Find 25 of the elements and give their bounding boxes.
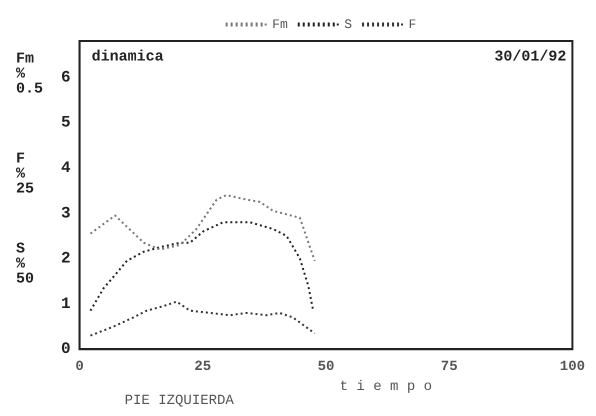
y-axis-title: Fm % 0.5: [16, 50, 44, 98]
line-series: [89, 300, 316, 337]
text: F % 25: [16, 150, 34, 198]
x-tick-label: 25: [194, 359, 212, 376]
x-tick-label: 75: [440, 359, 458, 376]
x-axis-title: t i e m p o: [340, 378, 432, 395]
legend-label: Fm: [272, 16, 288, 32]
y-tick-label: 3: [60, 204, 71, 222]
legend-label: S: [344, 16, 352, 32]
y-tick-label: 2: [60, 250, 71, 268]
text: dinamica: [92, 48, 164, 66]
y-tick-label: 0: [60, 340, 71, 358]
x-tick-label: 0: [75, 359, 84, 376]
y-tick-label: 1: [60, 294, 71, 313]
legend-label: F: [408, 16, 416, 32]
y-tick-label: 5: [60, 114, 71, 132]
x-tick-label: 100: [560, 359, 586, 376]
x-tick-label: 50: [318, 359, 334, 376]
annotation: 30/01/92: [494, 48, 566, 66]
y-tick-label: 6: [60, 68, 71, 86]
line-series: [89, 194, 316, 262]
text: PIE IZQUIERDA: [124, 392, 234, 409]
line-series: [89, 221, 314, 312]
text: S % 50: [16, 240, 34, 288]
y-tick-label: 4: [60, 158, 71, 177]
